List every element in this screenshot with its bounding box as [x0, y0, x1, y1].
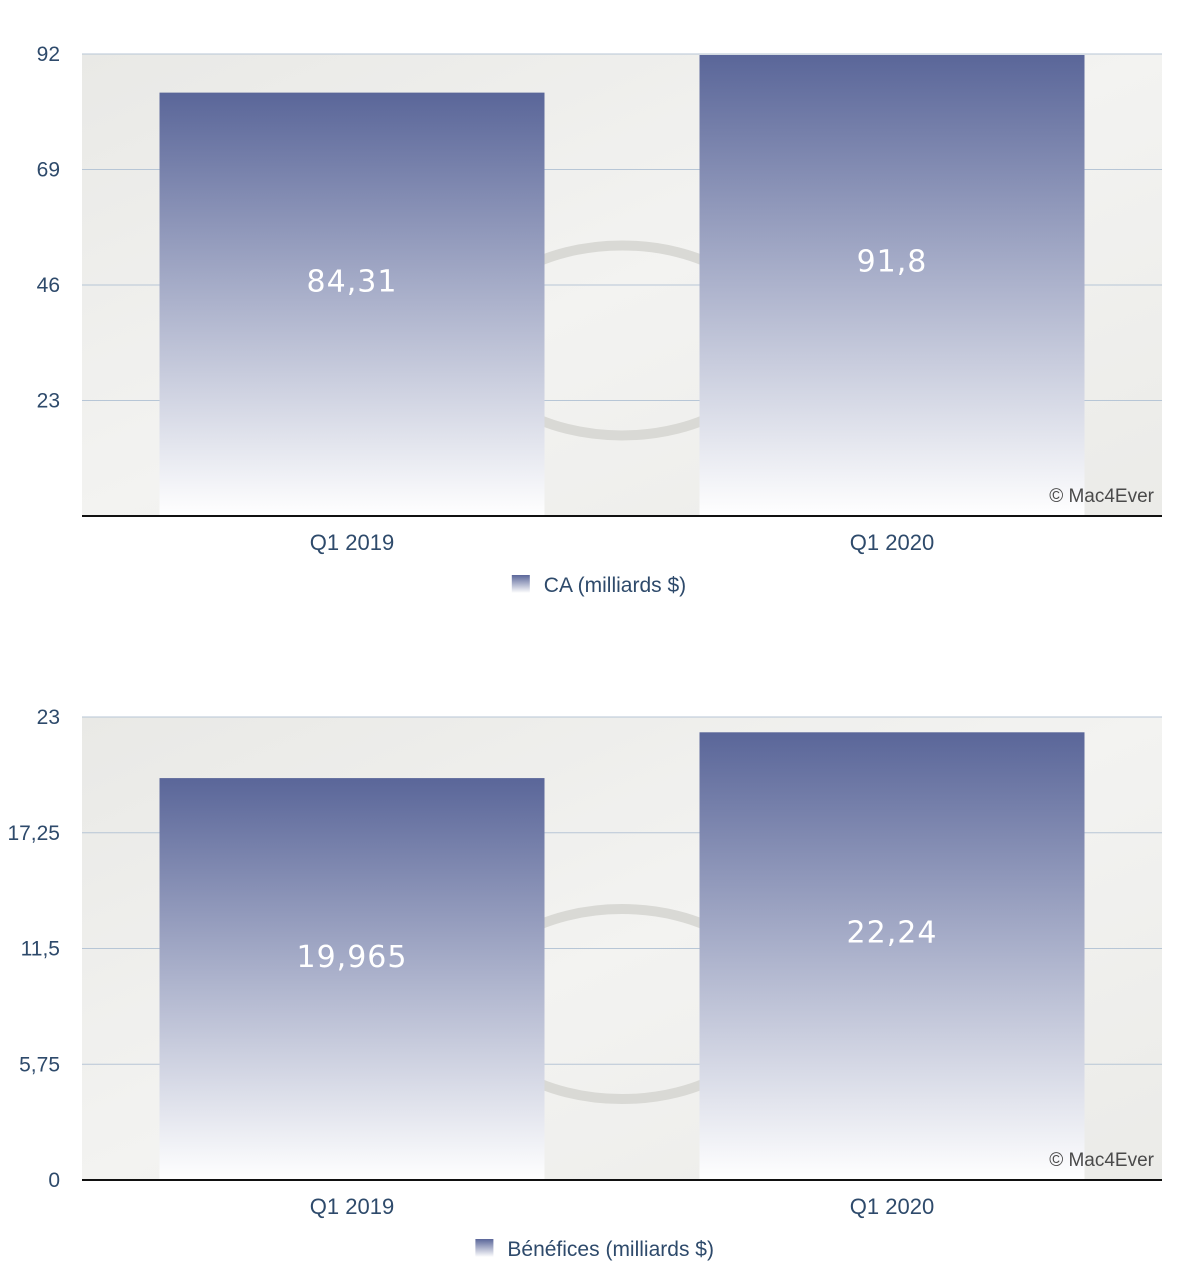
profit-chart: 0 5,75 11,5 17,25 23 19,965 Q1 2019 22,24 Q1 202… — [0, 660, 1200, 1275]
copyright-watermark: © Mac4Ever — [1049, 1150, 1154, 1171]
x-category-label: Q1 2019 — [310, 1194, 394, 1219]
y-tick-label: 5,75 — [19, 1053, 60, 1076]
y-tick-label: 23 — [37, 706, 60, 729]
bar-q1-2020 — [699, 732, 1085, 1180]
legend-swatch — [475, 1239, 494, 1257]
bar-data-label: 22,24 — [847, 916, 938, 951]
bar-data-label: 19,965 — [297, 940, 408, 975]
y-tick-label: 11,5 — [21, 938, 60, 961]
x-category-label: Q1 2020 — [850, 1194, 934, 1219]
y-tick-label: 46 — [37, 274, 60, 297]
y-tick-label: 92 — [37, 43, 60, 66]
bar-q1-2019 — [159, 92, 545, 516]
y-tick-label: 69 — [37, 159, 60, 182]
chart-svg: 0 5,75 11,5 17,25 23 19,965 Q1 2019 22,24 Q1 202… — [7, 706, 1162, 1261]
revenue-chart: 23 46 69 92 84,31 Q1 2019 91,8 Q1 2020 © Mac4Eve… — [0, 0, 1200, 620]
y-tick-label: 17,25 — [7, 822, 60, 845]
y-tick-label: 0 — [48, 1169, 60, 1192]
legend-label: CA (milliards $) — [544, 574, 686, 597]
bar-data-label: 84,31 — [307, 265, 398, 300]
bar-q1-2019 — [159, 778, 545, 1180]
x-category-label: Q1 2019 — [310, 530, 394, 555]
bar-q1-2020 — [699, 55, 1085, 517]
copyright-watermark: © Mac4Ever — [1049, 486, 1154, 507]
chart-svg: 23 46 69 92 84,31 Q1 2019 91,8 Q1 2020 © Mac4Eve… — [37, 43, 1162, 597]
bar-data-label: 91,8 — [857, 245, 928, 280]
x-category-label: Q1 2020 — [850, 530, 934, 555]
y-tick-label: 23 — [37, 390, 60, 413]
legend-swatch — [511, 575, 530, 593]
legend-label: Bénéfices (milliards $) — [507, 1238, 714, 1261]
